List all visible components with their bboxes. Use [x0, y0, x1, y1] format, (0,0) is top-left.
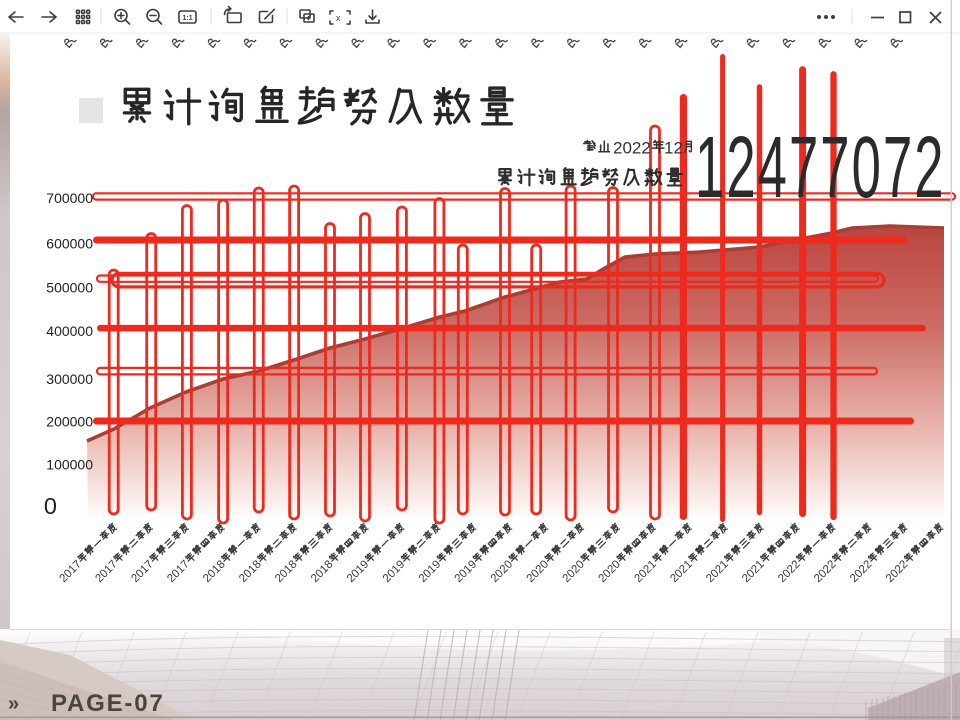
svg-text:12: 12 — [664, 139, 683, 158]
svg-text:600000: 600000 — [46, 236, 93, 252]
svg-text:1:1: 1:1 — [183, 15, 193, 22]
svg-text:400000: 400000 — [46, 323, 93, 339]
svg-text:0: 0 — [44, 493, 57, 519]
svg-text:500000: 500000 — [46, 280, 93, 296]
svg-text:300000: 300000 — [46, 371, 93, 387]
svg-text:2022: 2022 — [613, 139, 651, 158]
svg-text:PAGE-07: PAGE-07 — [51, 690, 165, 717]
svg-text:700000: 700000 — [46, 190, 93, 206]
svg-text:x: x — [336, 13, 341, 23]
svg-text:200000: 200000 — [46, 414, 93, 430]
svg-text:12477072: 12477072 — [695, 120, 946, 217]
svg-text:»: » — [8, 693, 19, 715]
svg-text:100000: 100000 — [46, 457, 93, 473]
